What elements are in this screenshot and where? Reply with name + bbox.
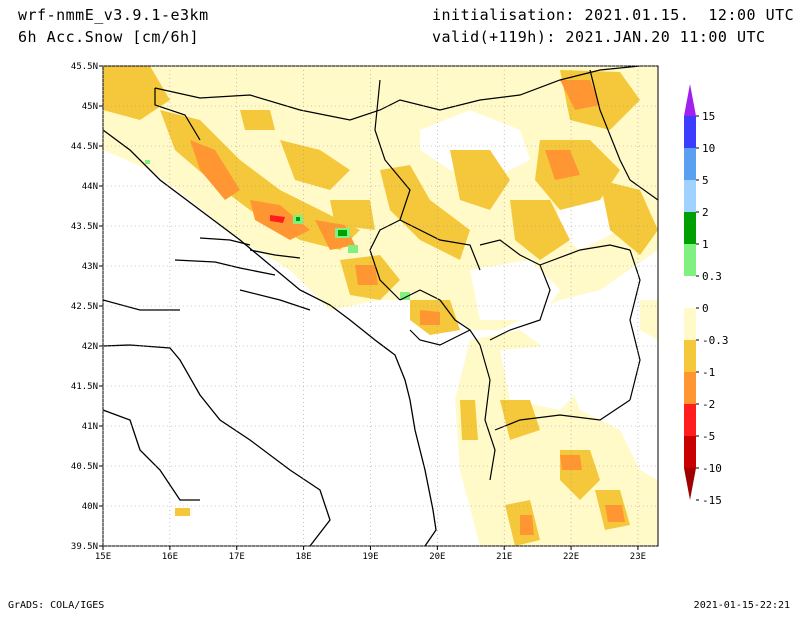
colorbar-swatch [684, 436, 696, 468]
lon-label: 23E [630, 552, 646, 562]
colorbar-label: 1 [702, 238, 709, 251]
colorbar-label: -5 [702, 430, 715, 443]
lon-label: 15E [95, 552, 111, 562]
lon-label: 22E [563, 552, 579, 562]
coastlines [103, 129, 437, 546]
colorbar-label: 5 [702, 174, 709, 187]
lat-label: 44N [82, 182, 98, 192]
colorbar-swatch [684, 244, 696, 276]
lon-label: 18E [295, 552, 311, 562]
colorbar-top-arrow [684, 84, 696, 116]
borders [154, 66, 658, 481]
colorbar-label: -0.3 [702, 334, 729, 347]
model-title: wrf-nmmE_v3.9.1-e3km [18, 6, 209, 24]
lat-label: 41.5N [71, 382, 98, 392]
colorbar-swatch [684, 308, 696, 340]
lon-label: 20E [429, 552, 445, 562]
lon-label: 21E [496, 552, 512, 562]
snow-field [103, 66, 658, 546]
colorbar-swatch [684, 180, 696, 212]
variable-title: 6h Acc.Snow [cm/6h] [18, 28, 200, 46]
lon-label: 19E [362, 552, 378, 562]
colorbar-label: 10 [702, 142, 715, 155]
colorbar-swatch [684, 404, 696, 436]
lat-label: 45N [82, 102, 98, 112]
colorbar-swatch [684, 212, 696, 244]
colorbar-label: 15 [702, 110, 715, 123]
colorbar-label: -15 [702, 494, 722, 507]
colorbar-label: 2 [702, 206, 709, 219]
colorbar-swatch [684, 372, 696, 404]
lat-label: 44.5N [71, 142, 98, 152]
lon-label: 17E [229, 552, 245, 562]
lat-label: 42.5N [71, 302, 98, 312]
colorbar-label: -1 [702, 366, 715, 379]
colorbar-label: -10 [702, 462, 722, 475]
lat-label: 41N [82, 422, 98, 432]
lat-label: 42N [82, 342, 98, 352]
lat-label: 43.5N [71, 222, 98, 232]
colorbar-label: -2 [702, 398, 715, 411]
timestamp: 2021-01-15-22:21 [693, 600, 790, 611]
lat-label: 45.5N [71, 62, 98, 72]
lat-label: 39.5N [71, 542, 98, 552]
lat-label: 43N [82, 262, 98, 272]
axis-ticks: 45.5N 45N 44.5N 44N 43.5N 43N 42.5N 42N 41.5N 41N… [71, 62, 646, 562]
colorbar: 15 10 5 2 1 0.3 0 -0.3 -1 -2 -5 -10 -15 [684, 84, 729, 507]
colorbar-swatch [684, 116, 696, 148]
colorbar-label: 0 [702, 302, 709, 315]
lat-label: 40.5N [71, 462, 98, 472]
grads-credit: GrADS: COLA/IGES [8, 600, 105, 611]
colorbar-swatch [684, 276, 696, 308]
init-time: initialisation: 2021.01.15. 12:00 UTC [432, 6, 795, 24]
colorbar-label: 0.3 [702, 270, 722, 283]
lat-label: 40N [82, 502, 98, 512]
valid-time: valid(+119h): 2021.JAN.20 11:00 UTC [432, 28, 766, 46]
colorbar-swatch [684, 340, 696, 372]
lon-label: 16E [162, 552, 178, 562]
colorbar-swatch [684, 148, 696, 180]
colorbar-bottom-arrow [684, 468, 696, 500]
